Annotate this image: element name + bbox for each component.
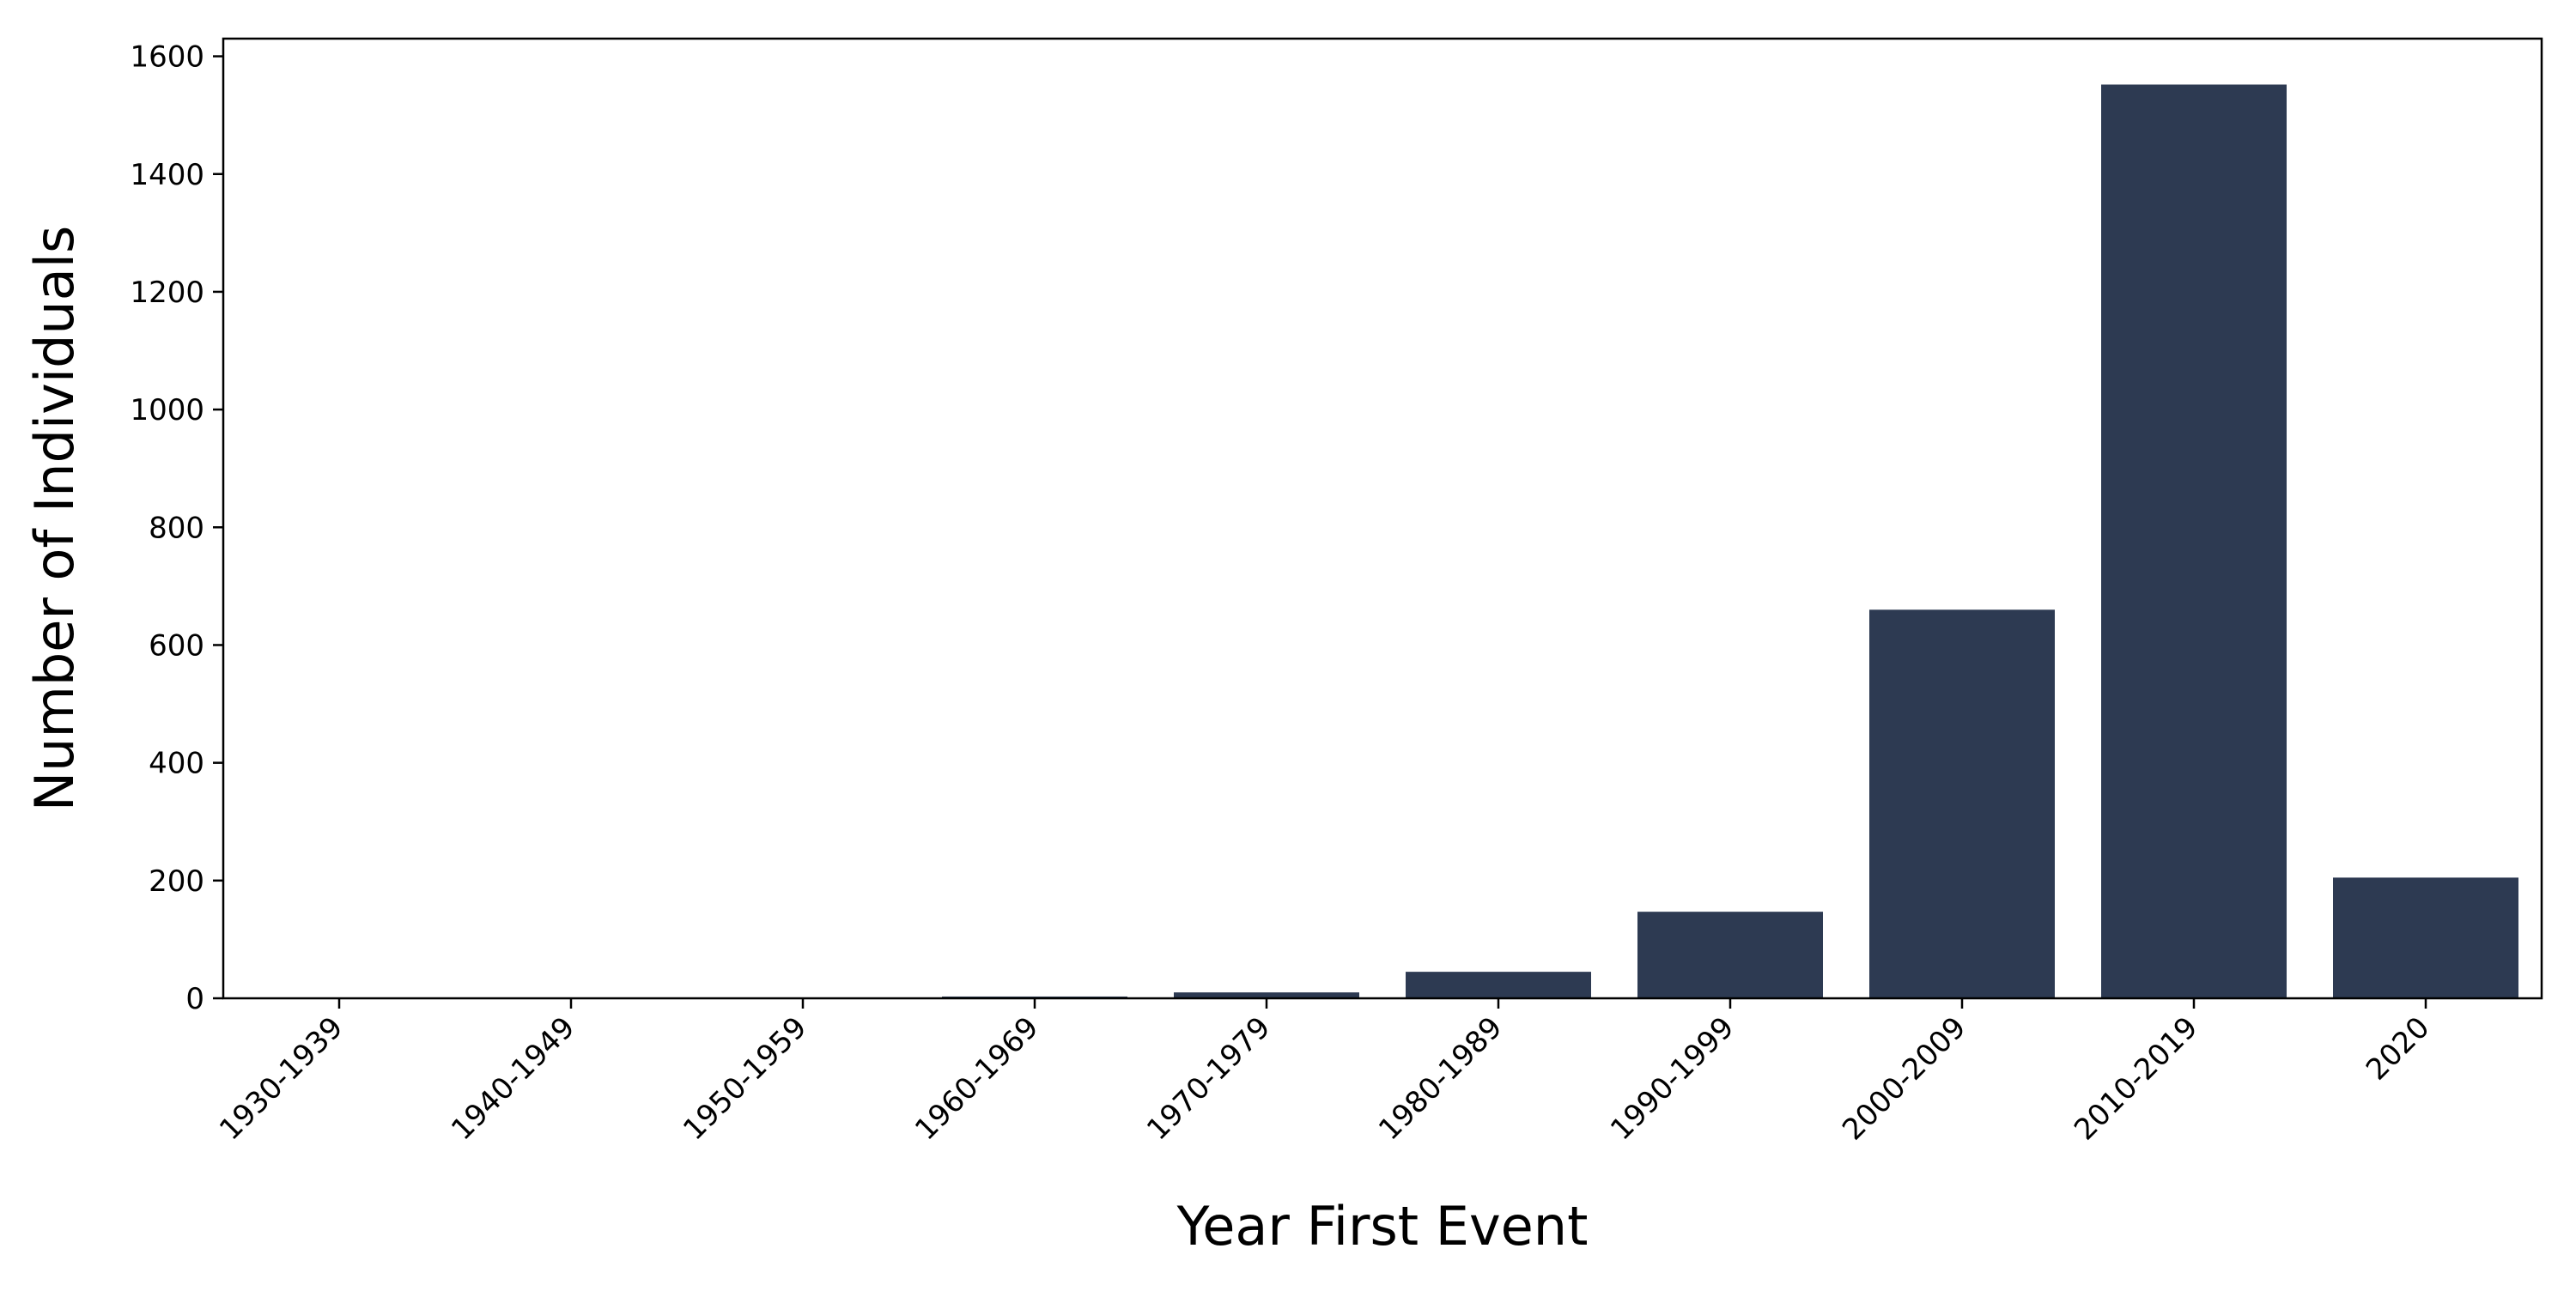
y-tick-label: 200 bbox=[149, 864, 204, 899]
y-tick-label: 1600 bbox=[130, 40, 204, 75]
bar-2010-2019 bbox=[2101, 84, 2287, 998]
x-axis-title: Year First Event bbox=[1176, 1195, 1589, 1258]
x-axis: 1930-1939 1940-1949 1950-1959 1960-1969 1970… bbox=[213, 998, 2436, 1147]
x-tick-label: 1930-1939 bbox=[213, 1010, 349, 1147]
bar-1970-1979 bbox=[1174, 992, 1359, 998]
x-tick-label: 2020 bbox=[2360, 1010, 2436, 1087]
x-tick-label: 2000-2009 bbox=[1836, 1010, 1972, 1147]
bar-1980-1989 bbox=[1406, 972, 1591, 998]
y-tick-label: 400 bbox=[149, 747, 204, 781]
bar-2000-2009 bbox=[1869, 609, 2055, 998]
y-tick-label: 0 bbox=[185, 982, 204, 1016]
x-tick-label: 1960-1969 bbox=[908, 1010, 1045, 1147]
x-tick-label: 2010-2019 bbox=[2068, 1010, 2204, 1147]
bars-layer bbox=[246, 84, 2518, 998]
x-tick-label: 1980-1989 bbox=[1372, 1010, 1509, 1147]
y-tick-label: 1400 bbox=[130, 158, 204, 192]
bar-2020 bbox=[2333, 877, 2518, 998]
y-axis-title: Number of Individuals bbox=[23, 226, 86, 811]
x-tick-label: 1950-1959 bbox=[677, 1010, 813, 1147]
bar-1990-1999 bbox=[1637, 912, 1823, 998]
plot-frame bbox=[222, 37, 2543, 1000]
y-tick-label: 1200 bbox=[130, 276, 204, 310]
y-tick-label: 1000 bbox=[130, 393, 204, 427]
x-tick-label: 1990-1999 bbox=[1604, 1010, 1741, 1147]
y-tick-label: 800 bbox=[149, 511, 204, 545]
x-tick-label: 1970-1979 bbox=[1140, 1010, 1277, 1147]
y-axis: 0 200 400 600 800 1000 1200 1400 1600 bbox=[130, 40, 223, 1016]
y-tick-label: 600 bbox=[149, 628, 204, 663]
x-tick-label: 1940-1949 bbox=[445, 1010, 581, 1147]
